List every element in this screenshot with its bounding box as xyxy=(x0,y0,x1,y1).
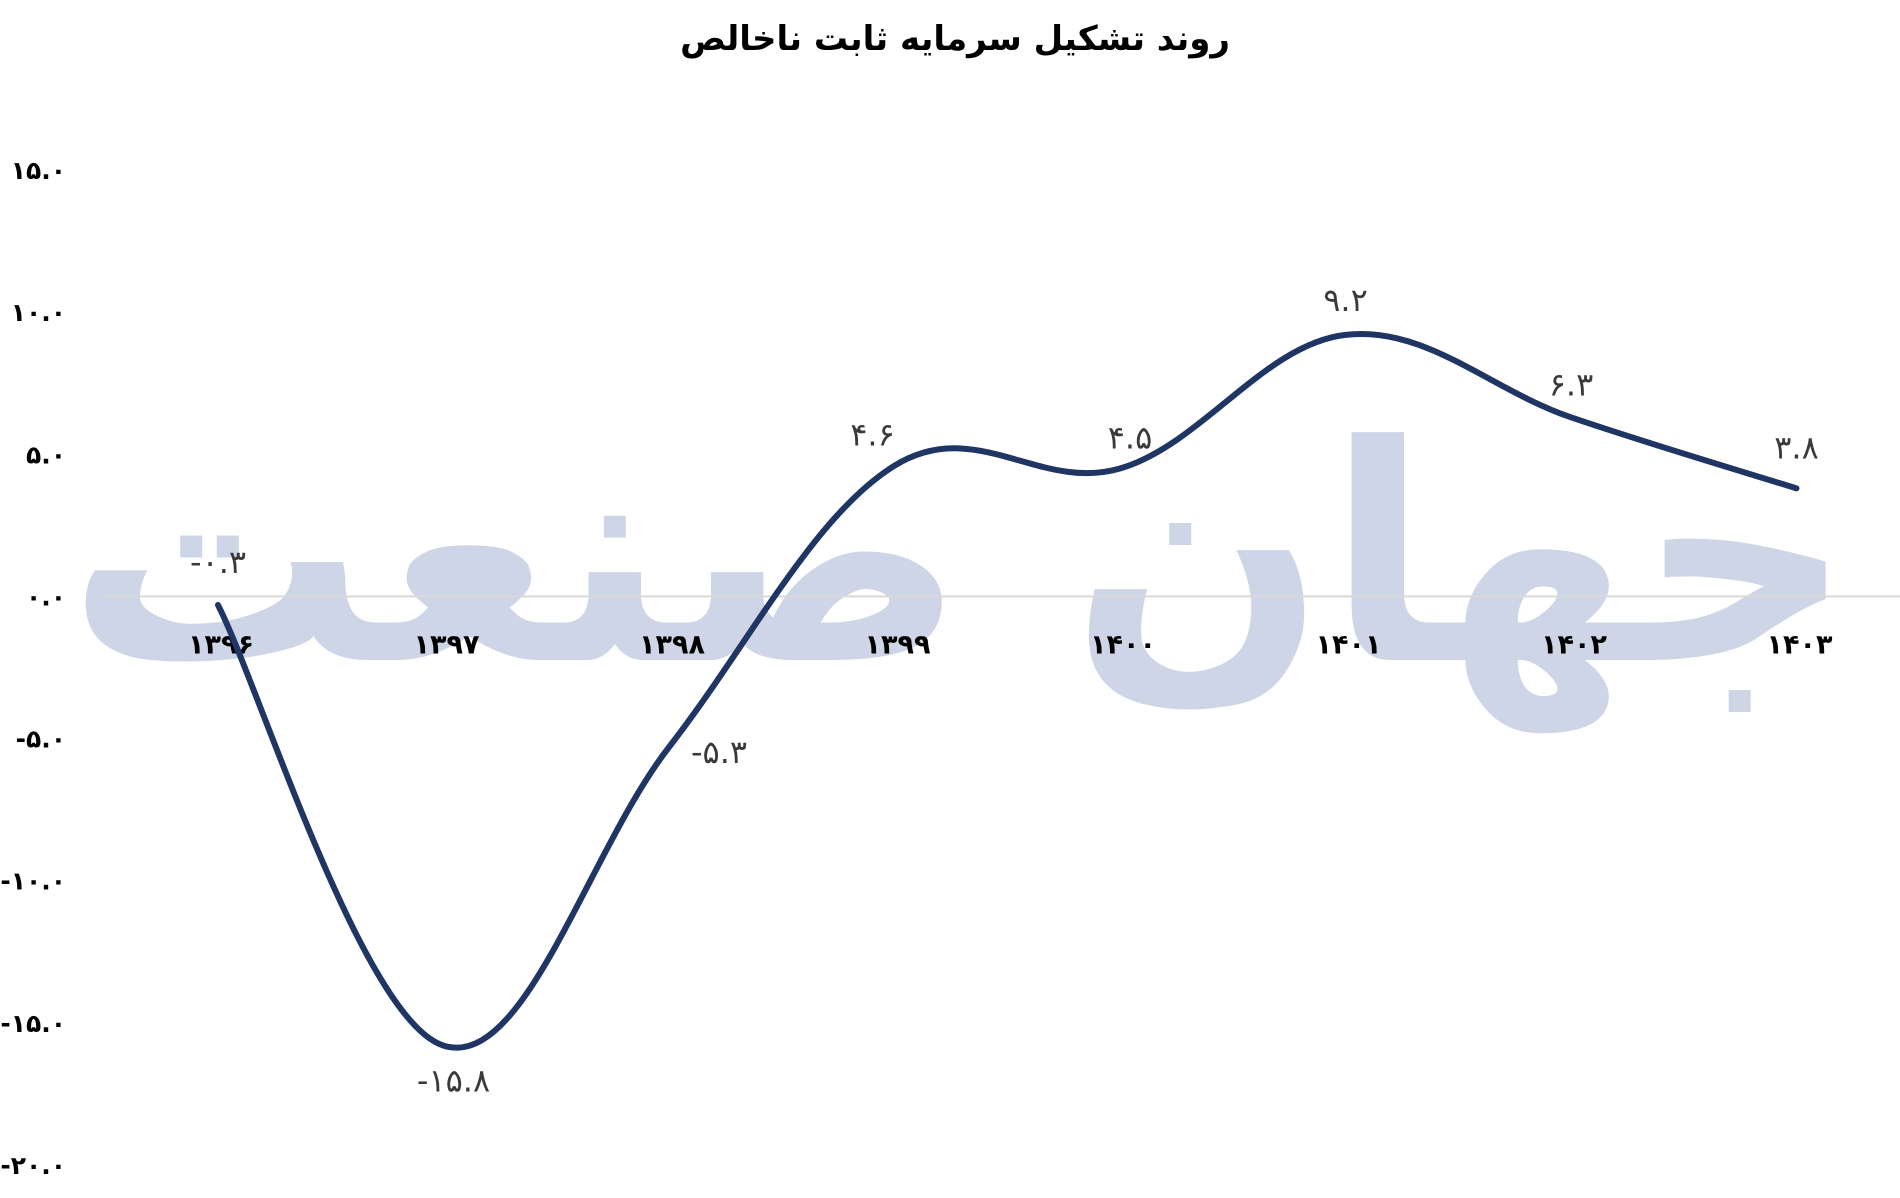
series-line xyxy=(215,331,1800,1051)
y-axis-ticks: ۱۵.۰ ۱۰.۰ ۵.۰ ۰.۰ -۵.۰ -۱۰.۰ -۱۵.۰ -۲۰.۰ xyxy=(0,156,66,1180)
y-tick-label: -۵.۰ xyxy=(16,725,66,754)
x-tick-label: ۱۴۰۲ xyxy=(1541,629,1607,660)
y-tick-label: ۰.۰ xyxy=(26,582,66,611)
x-tick-label: ۱۴۰۱ xyxy=(1316,629,1382,660)
x-tick-label: ۱۴۰۰ xyxy=(1090,629,1156,660)
x-tick-label: ۱۳۹۹ xyxy=(865,629,931,660)
data-label: ۳.۸ xyxy=(1774,428,1819,466)
data-label: -۵.۳ xyxy=(691,733,747,771)
chart-title: روند تشکیل سرمایه ثابت ناخالص xyxy=(680,19,1230,59)
data-label: ۹.۲ xyxy=(1323,281,1368,319)
x-tick-label: ۱۳۹۸ xyxy=(639,629,705,660)
watermark-logo: جهان صنعت xyxy=(67,382,1854,735)
x-tick-label: ۱۳۹۶ xyxy=(188,629,254,660)
y-tick-label: ۵.۰ xyxy=(26,440,66,469)
y-tick-label: -۲۰.۰ xyxy=(0,1151,66,1180)
y-tick-label: -۱۵.۰ xyxy=(0,1009,66,1038)
data-labels: -۰.۳ -۱۵.۸ -۵.۳ ۴.۶ ۴.۵ ۹.۲ ۶.۳ ۳.۸ xyxy=(190,281,1819,1100)
y-tick-label: ۱۰.۰ xyxy=(11,298,66,327)
x-tick-label: ۱۳۹۷ xyxy=(414,629,480,660)
data-label: -۰.۳ xyxy=(190,543,246,581)
data-label: ۶.۳ xyxy=(1549,365,1594,403)
data-label: ۴.۶ xyxy=(850,416,895,454)
x-axis-ticks: ۱۳۹۶ ۱۳۹۷ ۱۳۹۸ ۱۳۹۹ ۱۴۰۰ ۱۴۰۱ ۱۴۰۲ ۱۴۰۳ xyxy=(188,629,1833,660)
data-label: ۴.۵ xyxy=(1108,419,1153,457)
y-tick-label: ۱۵.۰ xyxy=(11,156,66,185)
y-tick-label: -۱۰.۰ xyxy=(0,867,66,896)
data-label: -۱۵.۸ xyxy=(417,1062,490,1100)
x-tick-label: ۱۴۰۳ xyxy=(1767,629,1833,660)
